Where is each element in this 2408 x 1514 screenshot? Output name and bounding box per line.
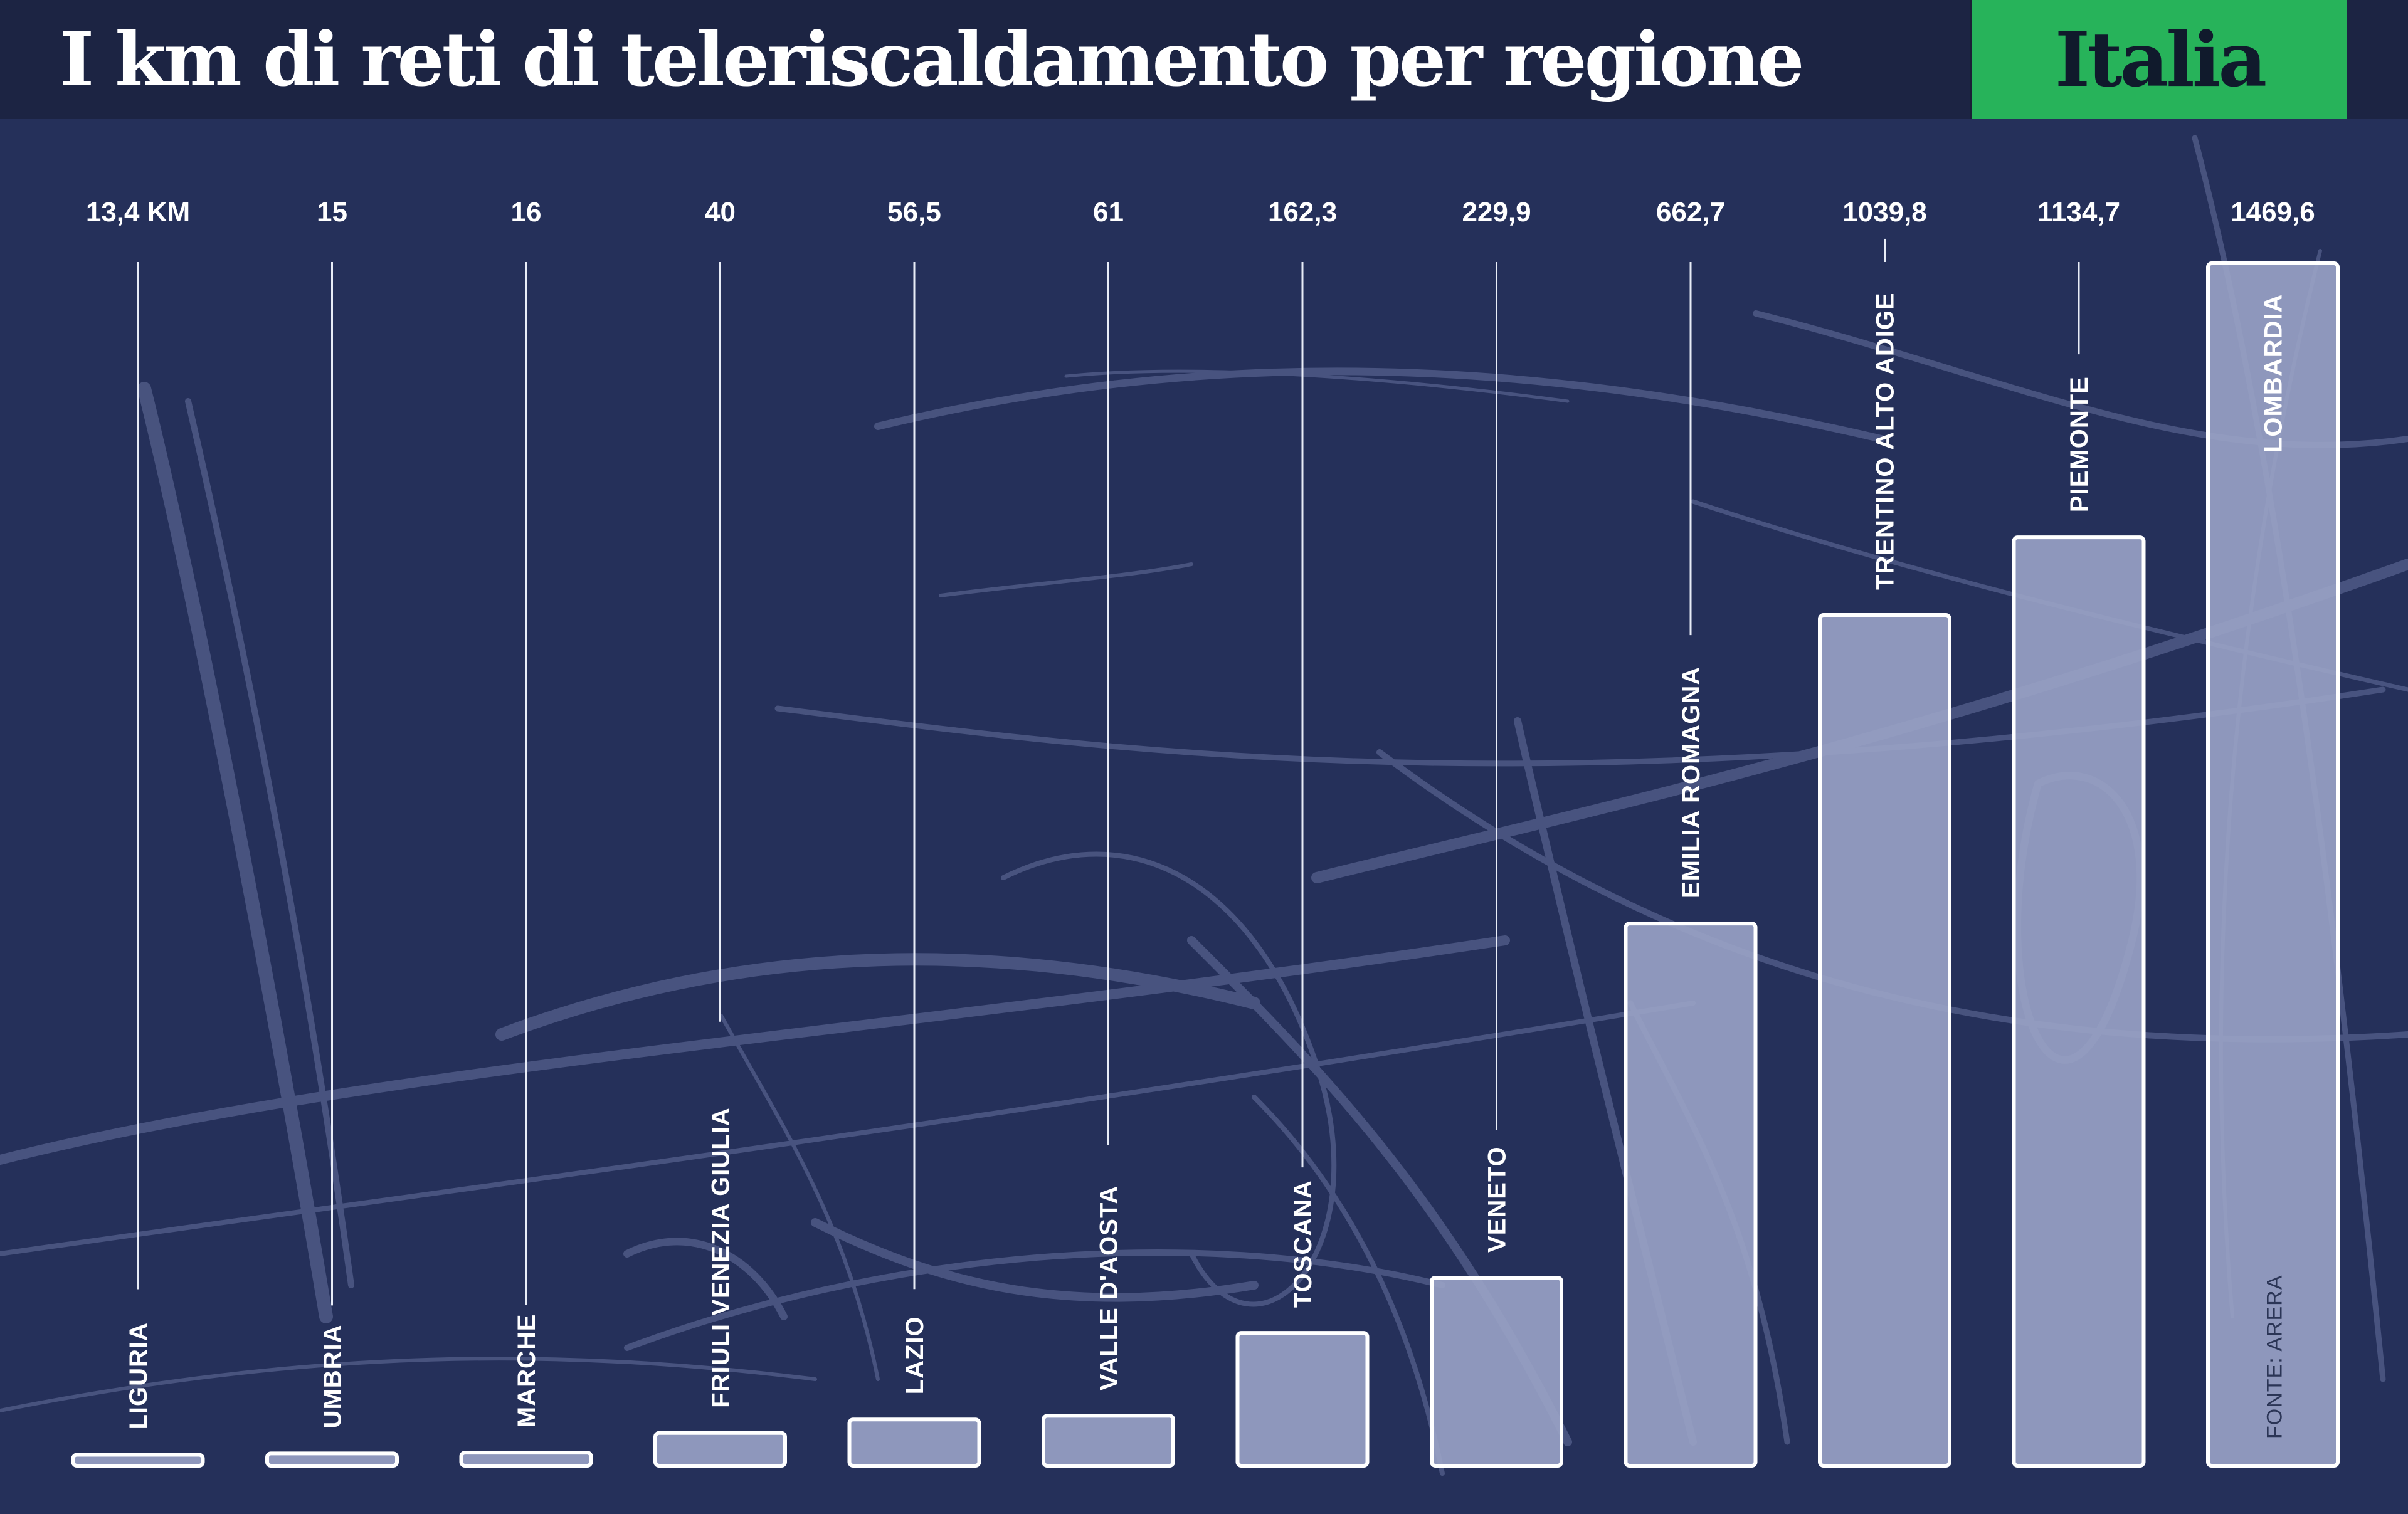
value-label: 40 (705, 197, 736, 228)
bar-valle-d-aosta (1042, 1414, 1175, 1468)
category-label: PIEMONTE (2066, 376, 2093, 512)
value-label: 15 (317, 197, 347, 228)
value-label: 229,9 (1462, 197, 1531, 228)
category-label: VENETO (1484, 1146, 1511, 1253)
page-title: I km di reti di teleriscaldamento per re… (60, 16, 1804, 103)
category-label: TOSCANA (1289, 1180, 1317, 1308)
category-label: FRIULI VENEZIA GIULIA (707, 1107, 735, 1408)
country-badge-label: Italia (2054, 15, 2267, 104)
value-label: 16 (511, 197, 542, 228)
bar-friuli-venezia-giulia (653, 1431, 787, 1468)
bar-umbria (265, 1451, 399, 1468)
bar-veneto (1430, 1275, 1563, 1468)
country-badge: Italia (1970, 0, 2347, 119)
category-label: LAZIO (901, 1316, 929, 1394)
category-label: LIGURIA (125, 1322, 152, 1429)
header-bar: I km di reti di teleriscaldamento per re… (0, 0, 2408, 119)
bar-lombardia (2206, 261, 2340, 1468)
value-label: 1469,6 (2231, 197, 2315, 228)
category-label: VALLE D'AOSTA (1096, 1185, 1123, 1391)
category-label: MARCHE (513, 1314, 541, 1428)
value-label: 162,3 (1268, 197, 1337, 228)
source-label: FONTE: ARERA (2263, 1275, 2287, 1439)
value-label: 56,5 (887, 197, 941, 228)
bar-piemonte (2012, 535, 2146, 1468)
value-label: 662,7 (1656, 197, 1725, 228)
bar-emilia-romagna (1624, 922, 1758, 1468)
value-label: 1134,7 (2037, 197, 2120, 228)
value-label: 13,4 KM (86, 197, 190, 228)
bar-liguria (71, 1453, 205, 1468)
category-label: TRENTINO ALTO ADIGE (1872, 292, 1899, 590)
bar-marche (459, 1451, 593, 1468)
category-label: EMILIA ROMAGNA (1677, 666, 1705, 898)
category-label: UMBRIA (319, 1324, 347, 1428)
bar-toscana (1235, 1331, 1370, 1468)
bar-lazio (847, 1417, 981, 1468)
bar-trentino-alto-adige (1818, 612, 1951, 1468)
category-label: LOMBARDIA (2260, 294, 2288, 453)
value-label: 1039,8 (1842, 197, 1927, 228)
value-label: 61 (1093, 197, 1124, 228)
